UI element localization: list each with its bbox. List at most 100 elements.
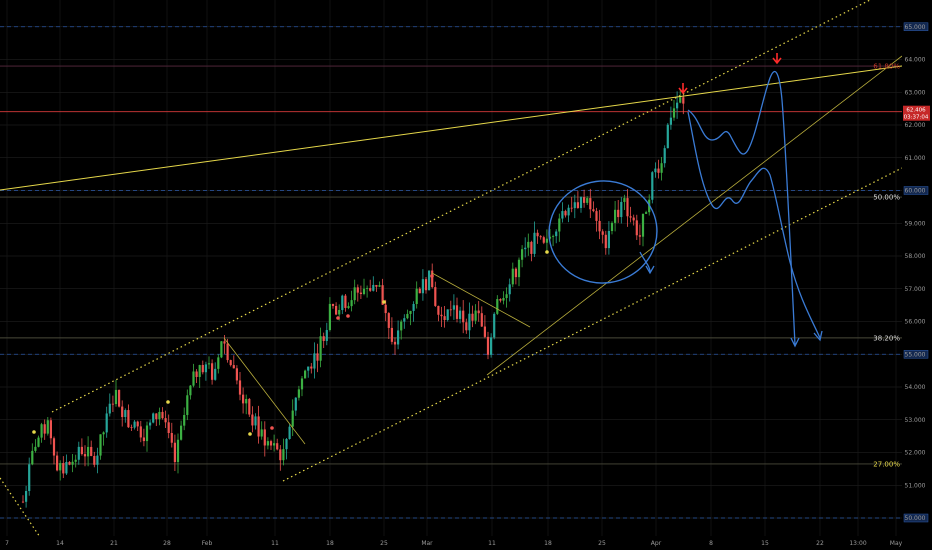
candle-body	[533, 232, 536, 254]
candle-body	[74, 459, 77, 462]
candle-body	[102, 432, 105, 435]
candle-body	[356, 287, 359, 293]
mid-channel-line	[486, 55, 903, 376]
candle-body	[335, 305, 338, 315]
candle-body	[344, 295, 347, 308]
red-down-arrow-icon	[678, 83, 688, 95]
price-tick-label: 62.000	[905, 122, 926, 129]
candle-body	[21, 501, 25, 503]
fib-level-label: 50.00%	[873, 194, 900, 202]
candle-body	[431, 270, 434, 288]
candle-body	[254, 416, 257, 426]
circle-arrow-tail	[639, 251, 651, 273]
candle-body	[40, 424, 43, 438]
candle-body	[483, 326, 486, 337]
price-tick-label: 58.000	[905, 253, 926, 260]
candle-body	[666, 124, 669, 149]
candle-body	[328, 303, 331, 331]
candle-body	[65, 461, 68, 474]
time-tick-label: 22	[816, 540, 824, 547]
candle-body	[496, 299, 499, 314]
price-level-badge	[903, 22, 929, 31]
candle-body	[170, 432, 173, 443]
candle-body	[400, 321, 403, 331]
candle-body	[604, 234, 607, 249]
candle-body	[679, 97, 682, 103]
price-tick-label: 54.000	[905, 384, 926, 391]
candle-body	[449, 309, 452, 311]
candle-body	[586, 198, 589, 203]
signal-dot	[430, 274, 434, 278]
candle-body	[307, 366, 310, 371]
candle-body	[93, 455, 96, 465]
projection-path-high	[687, 70, 796, 346]
time-tick-label: 21	[110, 540, 118, 547]
candle-body	[669, 117, 672, 125]
candlestick-series	[21, 88, 685, 508]
candle-body	[300, 378, 304, 390]
time-axis[interactable]: 7 14 21 28 Feb 11 18 25 Mar 11 18 25 Apr 8 15 22 13:00 Ma…	[0, 536, 932, 550]
candle-body	[297, 389, 300, 398]
price-axis[interactable]: 50.000 51.000 52.000 53.000 54.000 55.000 56.0…	[902, 0, 932, 540]
time-tick-label: 7	[5, 540, 9, 547]
candle-body	[418, 288, 421, 294]
candle-body	[660, 163, 663, 173]
candle-body	[462, 310, 465, 323]
candle-body	[552, 236, 555, 237]
price-tick-label: 64.000	[905, 57, 926, 64]
candle-body	[242, 394, 245, 404]
candle-body	[80, 446, 83, 455]
candle-body	[130, 427, 133, 429]
candle-body	[161, 411, 164, 419]
time-tick-label: 15	[761, 540, 769, 547]
candle-body	[390, 327, 393, 342]
candle-body	[477, 310, 480, 314]
candle-body	[77, 446, 80, 460]
candle-body	[437, 305, 440, 315]
candle-body	[99, 434, 102, 456]
candle-body	[564, 211, 567, 216]
candle-body	[266, 441, 269, 446]
candle-body	[403, 318, 406, 322]
candle-body	[322, 336, 325, 341]
candle-body	[217, 357, 220, 369]
candle-body	[499, 299, 502, 301]
candle-body	[118, 389, 121, 407]
candle-body	[443, 316, 446, 321]
candle-body	[638, 235, 641, 237]
candle-body	[273, 443, 276, 446]
candle-body	[558, 218, 561, 232]
candle-body	[620, 201, 623, 218]
long-resistance-line	[0, 65, 903, 191]
price-tick-label: 65.000	[905, 24, 926, 31]
time-tick-label: 14	[56, 540, 64, 547]
lower-left-dotted-line	[0, 477, 43, 541]
candle-body	[424, 279, 428, 291]
candle-body	[257, 416, 260, 437]
trend-drawings	[0, 0, 903, 541]
candle-body	[204, 364, 207, 373]
signal-dot	[336, 316, 340, 320]
candle-body	[610, 222, 614, 232]
candle-body	[480, 313, 483, 327]
price-tick-label: 59.000	[905, 220, 926, 227]
candle-body	[114, 389, 118, 405]
candle-body	[43, 424, 46, 434]
signal-dot	[166, 400, 170, 404]
candle-body	[645, 212, 648, 214]
candle-body	[145, 425, 149, 442]
candle-body	[409, 310, 412, 314]
candle-body	[232, 365, 235, 369]
candle-body	[623, 198, 626, 202]
candle-body	[34, 446, 37, 451]
candle-body	[52, 438, 56, 456]
candle-body	[183, 414, 186, 426]
candle-body	[545, 238, 548, 243]
candle-body	[235, 368, 238, 381]
candle-body	[294, 397, 297, 411]
candle-body	[393, 341, 397, 345]
candle-body	[211, 363, 214, 380]
candle-body	[635, 220, 638, 236]
candle-body	[319, 336, 322, 361]
